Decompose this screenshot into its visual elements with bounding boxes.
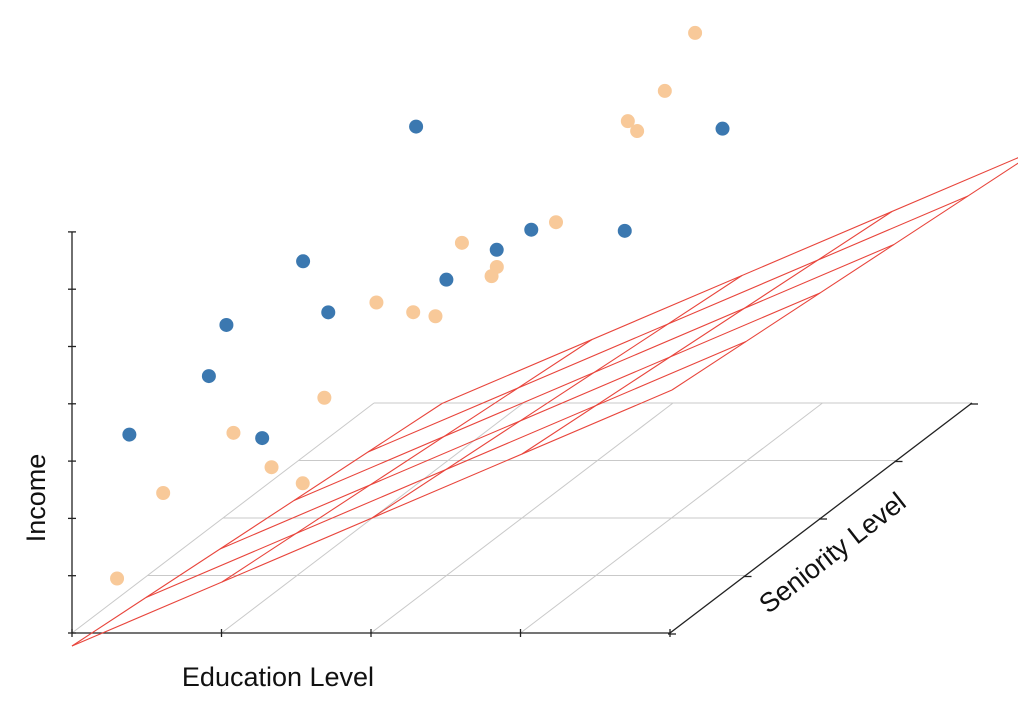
plane-grid-line-v (293, 243, 895, 502)
data-point-below (484, 269, 499, 284)
data-point-below (317, 390, 332, 405)
data-point-above (122, 427, 137, 442)
data-point-above (439, 272, 454, 287)
data-point-below (369, 295, 384, 310)
plane-grid-line-u (671, 162, 1018, 391)
data-point-below (454, 235, 469, 250)
data-point-above (321, 305, 336, 320)
plane-grid-line-v (219, 292, 821, 550)
data-point-above (524, 222, 539, 237)
data-point-below (688, 25, 703, 40)
y-axis-label: Seniority Level (753, 487, 911, 620)
points-below-plane (110, 25, 703, 586)
points-above-plane (122, 119, 730, 446)
plane-grid-line-v (71, 389, 673, 647)
plane-grid-line-u (71, 403, 443, 647)
plane-grid-line-v (145, 340, 747, 599)
data-point-below (156, 485, 171, 500)
data-point-below (406, 305, 421, 320)
data-point-above (409, 119, 424, 134)
data-point-below (549, 215, 564, 230)
data-point-below (657, 83, 672, 98)
data-point-above (296, 254, 311, 269)
y-axis-line (669, 402, 973, 634)
data-point-below (428, 309, 443, 324)
data-point-above (201, 369, 216, 384)
data-point-above (255, 431, 270, 446)
axes (68, 231, 978, 637)
regression-plane (71, 157, 1018, 647)
z-axis-label: Income (21, 454, 51, 543)
data-point-below (264, 460, 279, 475)
x-axis-label: Education Level (182, 662, 374, 692)
data-point-below (630, 124, 645, 139)
data-point-below (110, 571, 125, 586)
data-point-above (715, 121, 730, 136)
plane-grid-line-u (221, 339, 593, 583)
data-point-below (620, 114, 635, 129)
data-point-above (617, 223, 632, 238)
data-point-above (219, 317, 234, 332)
data-point-above (489, 242, 504, 257)
plane-grid-line-u (521, 211, 893, 455)
plane-grid-line-v (441, 157, 1018, 405)
data-point-below (295, 476, 310, 491)
plane-grid-line-u (371, 275, 743, 519)
plane-grid-line-v (367, 195, 969, 453)
data-point-below (226, 425, 241, 440)
